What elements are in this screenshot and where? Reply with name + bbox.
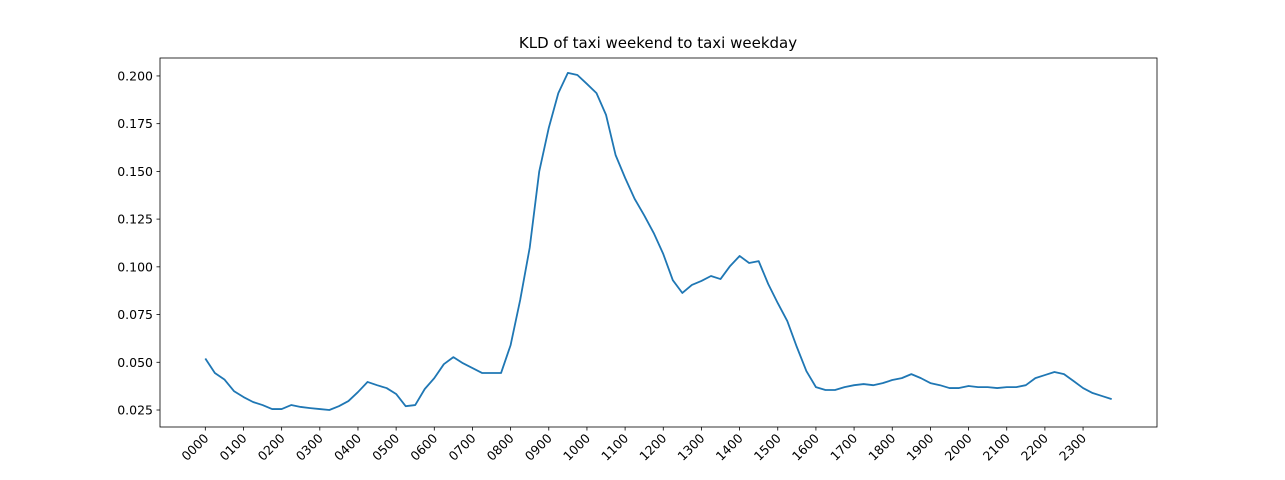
y-tick-label: 0.100 [117, 259, 153, 274]
y-tick-label: 0.075 [117, 307, 153, 322]
chart-title: KLD of taxi weekend to taxi weekday [519, 34, 797, 52]
y-tick-label: 0.200 [117, 68, 153, 83]
y-tick-label: 0.125 [117, 212, 153, 227]
y-tick-label: 0.025 [117, 403, 153, 418]
y-tick-label: 0.050 [117, 355, 153, 370]
line-series [204, 71, 1112, 411]
axes-frame [159, 57, 1158, 428]
y-tick-label: 0.150 [117, 164, 153, 179]
y-tick-label: 0.175 [117, 116, 153, 131]
